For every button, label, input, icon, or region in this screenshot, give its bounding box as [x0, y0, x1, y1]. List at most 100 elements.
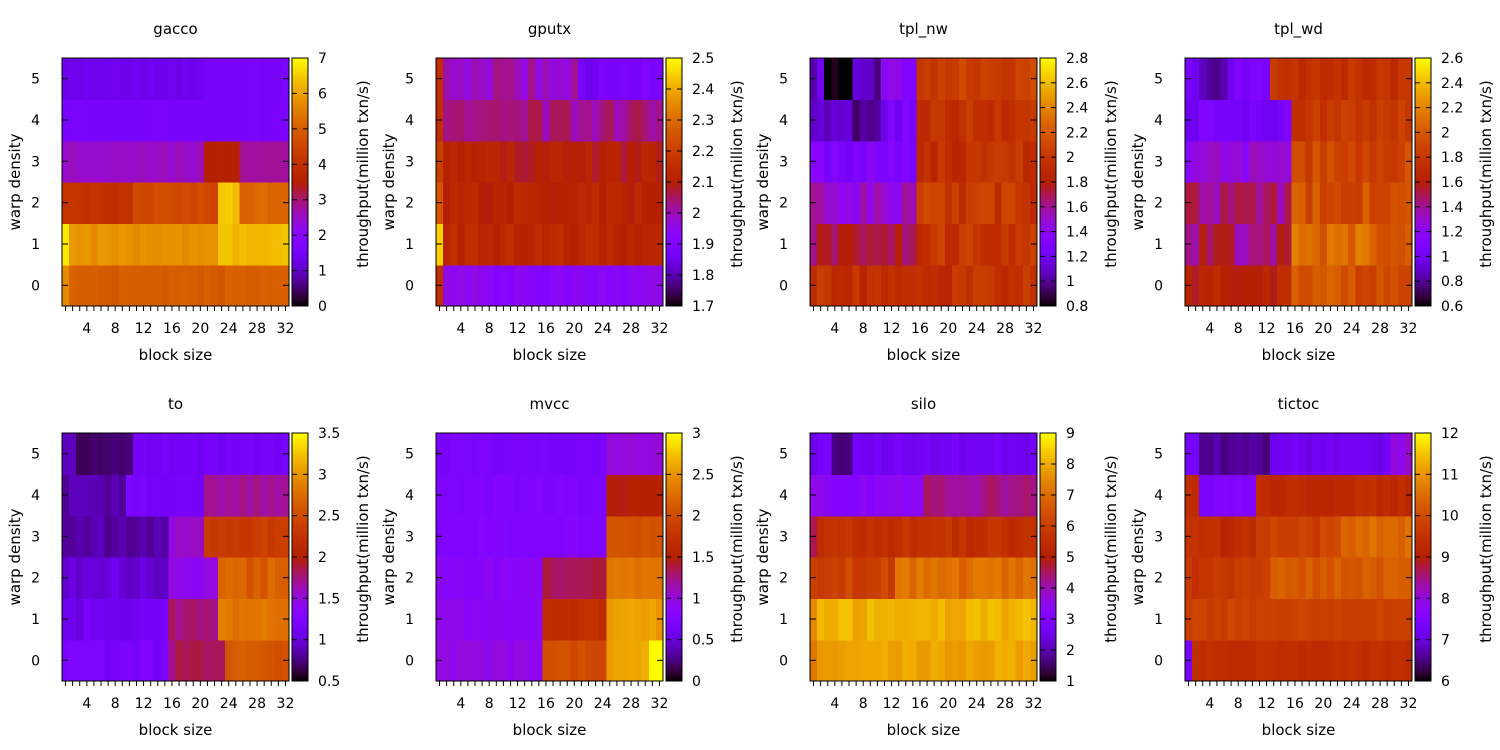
heatmap-cell: [1291, 223, 1300, 266]
heatmap-cell: [606, 433, 614, 475]
heatmap-cell: [464, 557, 473, 599]
heatmap-cell: [1277, 598, 1285, 641]
x-tick-label: 28: [996, 321, 1014, 337]
heatmap-cell: [980, 433, 988, 475]
heatmap-cell: [69, 182, 77, 224]
heatmap-cell: [260, 598, 269, 641]
heatmap-cell: [1319, 58, 1328, 100]
heatmap-cell: [1022, 557, 1031, 599]
heatmap-cell: [627, 598, 636, 641]
y-tick-label: 4: [405, 113, 414, 129]
y-axis-label: warp density: [380, 508, 398, 605]
heatmap-cell: [1227, 223, 1236, 266]
heatmap-cell: [118, 557, 127, 599]
heatmap-cell: [958, 515, 967, 558]
heatmap-cell: [1291, 639, 1300, 682]
heatmap-cell: [450, 99, 458, 142]
heatmap-cell: [1234, 433, 1243, 475]
heatmap-cell: [973, 639, 981, 682]
heatmap-cell: [535, 639, 543, 682]
heatmap-cell: [873, 598, 882, 641]
heatmap-cell: [1001, 598, 1010, 641]
heatmap-cell: [1312, 515, 1321, 558]
heatmap-cell: [1390, 182, 1399, 224]
colorbar: 0.811.21.41.61.822.22.42.62.8throughput(…: [1039, 51, 1120, 315]
heatmap-cell: [1015, 99, 1024, 142]
heatmap-cell: [831, 557, 839, 599]
heatmap-cell: [641, 99, 650, 142]
heatmap-cell: [1383, 264, 1392, 307]
x-tick-label: 24: [968, 696, 986, 712]
heatmap-cell: [845, 433, 854, 475]
heatmap-cell: [866, 598, 875, 641]
heatmap-cell: [888, 58, 896, 100]
heatmap-cell: [450, 474, 458, 517]
heatmap-cell: [1248, 182, 1257, 224]
heatmap-cell: [196, 264, 205, 307]
heatmap-cell: [132, 58, 141, 100]
heatmap-cell: [232, 99, 240, 142]
heatmap-cell: [852, 264, 861, 307]
heatmap-cell: [1355, 182, 1363, 224]
heatmap-cell: [1383, 433, 1392, 475]
heatmap-cell: [831, 264, 839, 307]
heatmap-cell: [1241, 557, 1250, 599]
heatmap-cell: [168, 474, 177, 517]
colorbar-tick-label: 6: [1066, 519, 1075, 535]
heatmap-cell: [1241, 598, 1250, 641]
heatmap-cell: [1241, 433, 1250, 475]
heatmap-cell: [267, 182, 276, 224]
heatmap-cell: [1015, 140, 1024, 183]
heatmap-cell: [592, 264, 600, 307]
heatmap-cell: [634, 223, 643, 266]
heatmap-cell: [866, 99, 875, 142]
heatmap-cell: [499, 639, 508, 682]
heatmap-cell: [147, 515, 155, 558]
heatmap-cell: [599, 639, 607, 682]
heatmap-cell: [161, 99, 169, 142]
heatmap-cell: [930, 557, 939, 599]
heatmap-cell: [1199, 433, 1207, 475]
heatmap-cell: [189, 639, 198, 682]
heatmap-cell: [90, 433, 99, 475]
heatmap-cell: [880, 557, 889, 599]
heatmap-cell: [210, 99, 219, 142]
heatmap-cell: [1376, 474, 1385, 517]
heatmap-cell: [478, 264, 487, 307]
heatmap-cell: [902, 140, 910, 183]
heatmap-cell: [923, 99, 932, 142]
heatmap-cell: [1227, 264, 1236, 307]
y-tick-label: 2: [31, 571, 40, 587]
heatmap-cell: [1227, 557, 1236, 599]
heatmap-cell: [182, 223, 191, 266]
colorbar-tick-label: 1.4: [1066, 225, 1088, 241]
heatmap-cell: [260, 433, 269, 475]
x-tick-label: 12: [883, 696, 901, 712]
heatmap-cell: [1284, 58, 1292, 100]
x-axis: 4 8 12 16 20 24 28 32: [65, 306, 294, 337]
heatmap-cell: [627, 58, 636, 100]
heatmap-cell: [1248, 474, 1257, 517]
x-tick-label: 8: [1234, 696, 1243, 712]
heatmap-cell: [76, 433, 84, 475]
heatmap-cell: [570, 474, 579, 517]
heatmap-cell: [845, 58, 854, 100]
heatmap-cell: [274, 557, 283, 599]
heatmap-cell: [987, 223, 996, 266]
heatmap-cell: [104, 223, 113, 266]
heatmap-cell: [450, 598, 458, 641]
heatmap-cell: [980, 264, 988, 307]
heatmap-cell: [838, 639, 847, 682]
heatmap-cell: [1277, 182, 1285, 224]
heatmap-cell: [492, 474, 501, 517]
heatmap-cell: [1241, 58, 1250, 100]
heatmap-cell: [196, 140, 205, 183]
heatmap-cell: [1355, 598, 1363, 641]
heatmap-cell: [246, 639, 255, 682]
heatmap-cell: [606, 515, 614, 558]
heatmap-cell: [514, 515, 522, 558]
heatmap-cell: [443, 433, 451, 475]
heatmap-cell: [613, 474, 622, 517]
heatmap-cell: [499, 223, 508, 266]
